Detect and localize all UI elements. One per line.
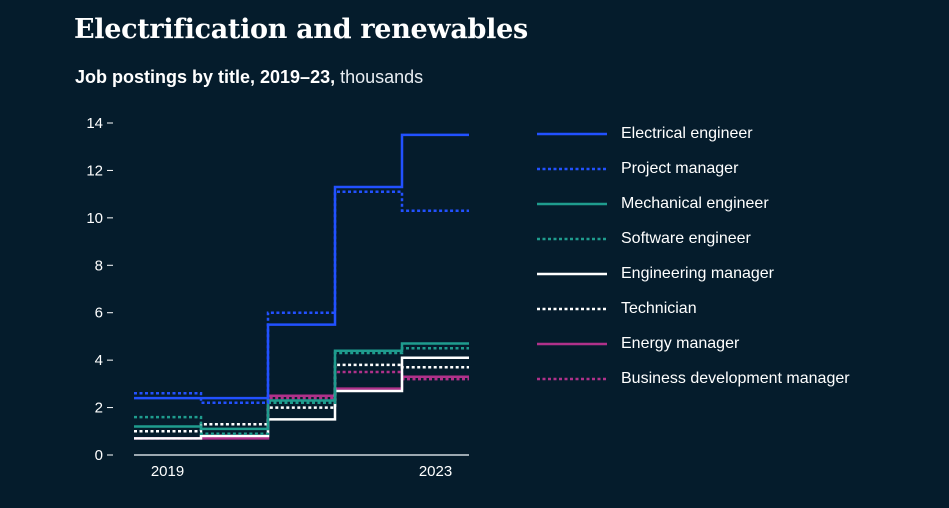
x-tick-label: 2019 bbox=[151, 463, 184, 480]
legend-swatch bbox=[537, 132, 607, 135]
y-tick-label: 12 bbox=[86, 162, 103, 179]
y-tick-label: 14 bbox=[86, 115, 103, 132]
legend-item: Software engineer bbox=[537, 221, 850, 256]
legend-label: Project manager bbox=[621, 159, 739, 177]
legend-item: Business development manager bbox=[537, 361, 850, 396]
legend-label: Software engineer bbox=[621, 229, 751, 247]
legend-swatch bbox=[537, 237, 607, 240]
legend-label: Electrical engineer bbox=[621, 124, 753, 142]
series-line-software-engineer bbox=[134, 347, 469, 435]
legend-swatch bbox=[537, 202, 607, 205]
legend-label: Business development manager bbox=[621, 369, 850, 387]
y-tick-label: 8 bbox=[95, 257, 103, 274]
legend-item: Technician bbox=[537, 291, 850, 326]
legend-label: Energy manager bbox=[621, 334, 740, 352]
chart-subtitle: Job postings by title, 2019–23, thousand… bbox=[75, 67, 423, 88]
legend-label: Mechanical engineer bbox=[621, 194, 769, 212]
y-tick-label: 6 bbox=[95, 305, 103, 322]
legend-swatch bbox=[537, 167, 607, 170]
legend-item: Electrical engineer bbox=[537, 116, 850, 151]
legend-label: Engineering manager bbox=[621, 264, 774, 282]
legend-item: Mechanical engineer bbox=[537, 186, 850, 221]
legend-swatch bbox=[537, 307, 607, 310]
legend-item: Project manager bbox=[537, 151, 850, 186]
subtitle-unit: thousands bbox=[340, 67, 424, 87]
legend-swatch bbox=[537, 377, 607, 380]
subtitle-bold: Job postings by title, 2019–23, bbox=[75, 67, 336, 87]
x-tick-label: 2023 bbox=[419, 463, 452, 480]
legend-label: Technician bbox=[621, 299, 697, 317]
series-line-mechanical-engineer bbox=[134, 342, 469, 431]
series-line-energy-manager bbox=[134, 375, 469, 440]
y-tick-label: 2 bbox=[95, 400, 103, 417]
chart-legend: Electrical engineer Project manager Mechan… bbox=[537, 116, 850, 396]
legend-item: Energy manager bbox=[537, 326, 850, 361]
legend-swatch bbox=[537, 272, 607, 275]
y-tick-label: 4 bbox=[95, 352, 103, 369]
series-line-engineering-manager bbox=[134, 356, 469, 440]
series-line-project-manager bbox=[134, 190, 469, 405]
y-tick-label: 0 bbox=[95, 447, 103, 464]
series-line-electrical-engineer bbox=[134, 133, 469, 400]
y-tick-label: 10 bbox=[86, 210, 103, 227]
legend-item: Engineering manager bbox=[537, 256, 850, 291]
legend-swatch bbox=[537, 342, 607, 345]
chart-title: Electrification and renewables bbox=[74, 14, 528, 45]
series-line-business-development-manager bbox=[134, 370, 469, 440]
